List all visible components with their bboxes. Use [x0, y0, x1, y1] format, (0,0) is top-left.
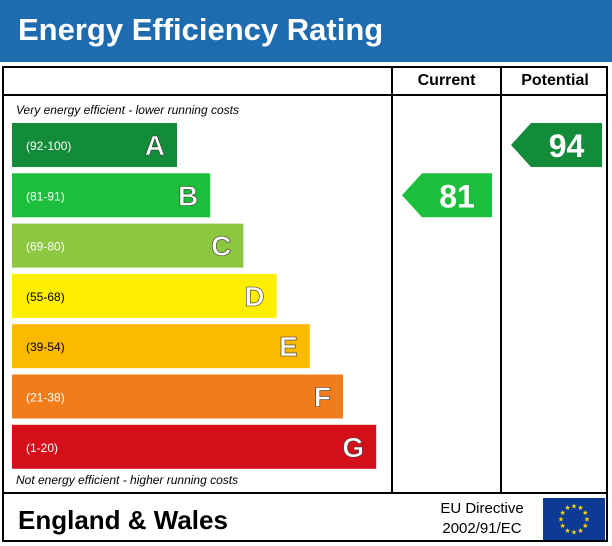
potential-rating-arrow [511, 123, 602, 167]
band-g [12, 424, 377, 469]
band-range-d: (55-68) [26, 290, 65, 304]
divider-potential [500, 66, 502, 494]
eu-star-icon: ★ [577, 504, 583, 512]
band-range-c: (69-80) [26, 240, 65, 254]
eu-star-icon: ★ [564, 527, 570, 535]
eu-star-icon: ★ [558, 516, 564, 524]
region-label: England & Wales [18, 505, 228, 535]
potential-rating-value: 94 [549, 128, 585, 164]
eu-star-icon: ★ [582, 522, 588, 530]
band-letter-a: A [145, 130, 165, 161]
band-c [12, 223, 244, 268]
column-current-label: Current [417, 72, 476, 89]
band-letter-e: E [279, 331, 298, 362]
eu-star-icon: ★ [582, 509, 588, 517]
page-title: Energy Efficiency Rating [18, 12, 384, 47]
header-divider [2, 94, 608, 96]
band-e [12, 324, 310, 369]
current-rating-arrow [402, 173, 492, 218]
band-range-b: (81-91) [26, 189, 65, 203]
band-range-f: (21-38) [26, 391, 65, 405]
footer-divider [2, 492, 608, 494]
caption-top: Very energy efficient - lower running co… [16, 103, 239, 117]
band-letter-f: F [314, 382, 331, 413]
divider-current [391, 66, 393, 494]
eu-star-icon: ★ [560, 509, 566, 517]
eu-star-icon: ★ [560, 522, 566, 530]
band-letter-b: B [178, 180, 198, 211]
eu-directive: EU Directive 2002/91/EC [420, 499, 544, 539]
band-a [12, 123, 177, 167]
band-f [12, 374, 343, 419]
band-d [12, 273, 277, 318]
eu-flag-icon: ★ ★ ★ ★ ★ ★ ★ ★ ★ ★ ★ ★ [543, 498, 605, 540]
caption-bottom: Not energy efficient - higher running co… [16, 473, 239, 487]
eu-stars: ★ ★★★★★★★★★★★ [558, 503, 590, 537]
band-range-a: (92-100) [26, 139, 71, 153]
column-potential-label: Potential [521, 72, 589, 89]
directive-line-1: EU Directive [440, 500, 524, 517]
eu-star-icon: ★ [571, 529, 577, 537]
band-letter-d: D [244, 281, 264, 312]
eu-star-icon: ★ [584, 516, 590, 524]
band-range-e: (39-54) [26, 340, 65, 354]
band-letter-g: G [342, 432, 364, 463]
eu-star-icon: ★ [571, 503, 577, 511]
band-letter-c: C [211, 231, 231, 262]
header-bar: Energy Efficiency Rating [0, 0, 612, 62]
eu-star-icon: ★ [564, 504, 570, 512]
band-b [12, 173, 211, 218]
directive-line-2: 2002/91/EC [442, 520, 522, 537]
eu-star-icon: ★ [577, 527, 583, 535]
rating-frame [2, 66, 608, 542]
band-range-g: (1-20) [26, 441, 58, 455]
current-rating-value: 81 [439, 178, 475, 214]
